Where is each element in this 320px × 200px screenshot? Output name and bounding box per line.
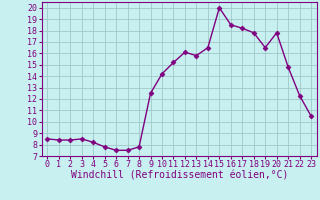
X-axis label: Windchill (Refroidissement éolien,°C): Windchill (Refroidissement éolien,°C) [70, 171, 288, 181]
